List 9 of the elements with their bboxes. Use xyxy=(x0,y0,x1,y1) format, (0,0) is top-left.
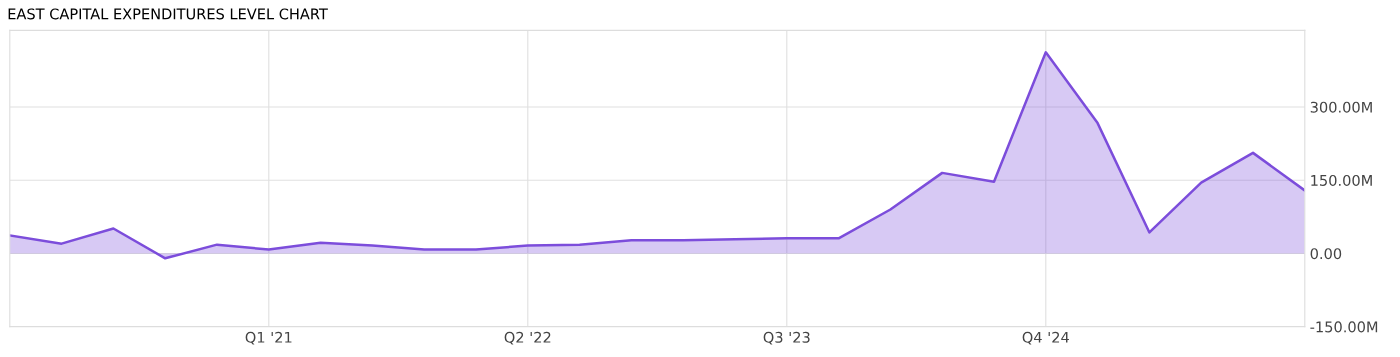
y-tick-label: -150.00M xyxy=(1310,321,1378,333)
y-tick-label: 150.00M xyxy=(1311,174,1372,186)
x-tick-label: Q4 '24 xyxy=(1022,331,1069,345)
chart-title: EAST CAPITAL EXPENDITURES LEVEL CHART xyxy=(8,8,328,20)
x-tick-label: Q1 '21 xyxy=(245,331,292,345)
y-tick-label: 0.00 xyxy=(1310,248,1342,260)
y-tick-label: 300.00M xyxy=(1310,101,1372,113)
x-tick-label: Q2 '22 xyxy=(504,331,551,345)
x-tick-label: Q3 '23 xyxy=(763,331,810,345)
